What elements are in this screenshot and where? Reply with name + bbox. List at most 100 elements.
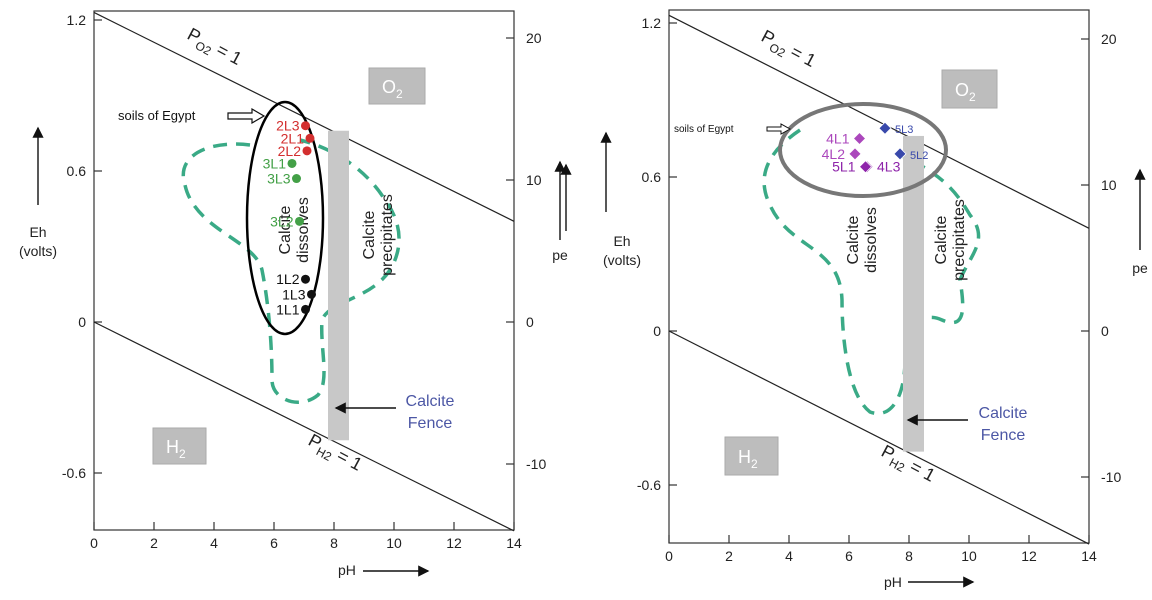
x-tick-label: 0 (90, 535, 98, 551)
y-axis-left: -0.6 0 0.6 1.2 (637, 15, 677, 493)
sample-points: 4L1 5L3 4L2 5L2 4L3 5L1 (822, 121, 928, 175)
point-3L3 (292, 174, 301, 184)
point-label-4L3: 4L3 (877, 159, 901, 175)
h2-region-label: H2 (166, 437, 186, 461)
point-4L1 (852, 131, 867, 146)
point-5L1 (858, 160, 873, 174)
point-3L1 (287, 158, 297, 168)
point-label-3L1: 3L1 (263, 155, 287, 171)
o2-region-label: O2 (382, 77, 403, 101)
x-tick-label: 2 (725, 548, 733, 564)
o2-region-box (941, 69, 998, 109)
y-tick-label: 0.6 (642, 169, 662, 185)
point-label-2L1: 2L1 (281, 130, 305, 146)
po2-line-label: PO2 = 1 (182, 24, 245, 73)
y-axis-right: -10 0 10 20 (1081, 31, 1121, 485)
point-label-1L1: 1L1 (276, 301, 300, 317)
calcite-boundary-dashed (181, 138, 401, 404)
soils-pointer-arrow (227, 107, 266, 125)
point-4L2 (848, 147, 862, 161)
calcite-dissolves-label: Calcitedissolves (277, 197, 312, 263)
x-tick-label: 2 (150, 535, 158, 551)
pe-tick-label: 10 (1101, 177, 1117, 193)
point-1L1 (301, 304, 310, 314)
point-label-1L2: 1L2 (276, 271, 300, 287)
y-tick-label: 1.2 (67, 12, 87, 28)
calcite-precipitates-label: Calciteprecipitates (933, 199, 968, 281)
x-tick-label: 12 (1021, 548, 1037, 564)
pe-tick-label: 20 (1101, 31, 1117, 47)
calcite-fence-band (328, 130, 349, 441)
y-axis-right: -10 0 10 20 (506, 30, 546, 472)
h2-region-box (724, 436, 779, 476)
pe-tick-label: -10 (1101, 469, 1121, 485)
pe-axis-title: pe (552, 247, 568, 263)
point-2L1 (305, 133, 315, 143)
point-2L2 (302, 146, 312, 156)
ph-axis-title: pH (884, 574, 902, 590)
point-1L2 (301, 274, 310, 284)
point-5L2 (893, 147, 907, 161)
x-tick-label: 12 (446, 535, 462, 551)
x-tick-label: 6 (845, 548, 853, 564)
point-2L3 (301, 121, 310, 131)
y-tick-label: 1.2 (642, 15, 662, 31)
x-tick-label: 14 (506, 535, 522, 551)
calcite-dissolves-label: Calcitedissolves (845, 207, 880, 273)
ph-axis-title: pH (338, 562, 356, 578)
x-axis: 0 2 4 6 8 10 12 14 (665, 535, 1097, 564)
h2-region-label: H2 (738, 447, 758, 471)
calcite-fence-label: Calcite Fence (406, 393, 455, 432)
point-label-2L2: 2L2 (278, 143, 302, 159)
po2-line-label: PO2 = 1 (756, 26, 819, 75)
point-label-5L2: 5L2 (910, 150, 928, 162)
soils-ellipse (245, 100, 325, 336)
point-label-3L3: 3L3 (267, 171, 291, 187)
plot-frame (668, 9, 1090, 544)
point-label-3L2: 3L2 (270, 213, 294, 229)
plot-frame (93, 10, 515, 531)
pe-axis-title: pe (1132, 260, 1148, 276)
pe-tick-label: 0 (1101, 323, 1109, 339)
pe-tick-label: 0 (526, 314, 534, 330)
soils-ellipse (778, 102, 948, 198)
soils-of-egypt-label: soils of Egypt (674, 124, 734, 135)
pe-tick-label: 10 (526, 172, 542, 188)
o2-region-label: O2 (955, 80, 976, 104)
x-axis: 0 2 4 6 8 10 12 14 (90, 522, 522, 551)
point-label-2L3: 2L3 (276, 118, 300, 134)
y-tick-label: -0.6 (62, 465, 86, 481)
y-tick-label: -0.6 (637, 477, 661, 493)
y-tick-label: 0 (653, 323, 661, 339)
x-tick-label: 10 (386, 535, 402, 551)
y-axis-left: -0.6 0 0.6 1.2 (62, 12, 102, 481)
chart-left: 0 2 4 6 8 10 12 14 -0.6 0 0.6 1.2 -10 0 10 20 O2 H2 P… (19, 10, 568, 578)
x-tick-label: 8 (905, 548, 913, 564)
point-label-4L1: 4L1 (826, 131, 850, 147)
h2-boundary-line (668, 330, 1090, 545)
x-tick-label: 10 (961, 548, 977, 564)
x-tick-label: 0 (665, 548, 673, 564)
calcite-boundary-dashed (762, 128, 981, 416)
point-3L2 (295, 216, 304, 226)
calcite-fence-label: Calcite Fence (979, 405, 1028, 444)
eh-axis-title: Eh (volts) (603, 233, 641, 268)
calcite-precipitates-label: Calciteprecipitates (361, 194, 396, 276)
point-label-1L3: 1L3 (282, 286, 306, 302)
soils-of-egypt-label: soils of Egypt (118, 108, 196, 123)
y-tick-label: 0 (78, 314, 86, 330)
x-tick-label: 8 (330, 535, 338, 551)
point-1L3 (307, 289, 316, 299)
o2-region-box (368, 67, 426, 105)
eh-axis-title: Eh (volts) (19, 224, 57, 259)
x-tick-label: 14 (1081, 548, 1097, 564)
x-tick-label: 4 (785, 548, 793, 564)
y-tick-label: 0.6 (67, 163, 87, 179)
x-tick-label: 4 (210, 535, 218, 551)
point-5L3 (878, 121, 892, 135)
h2-region-box (152, 427, 207, 465)
pe-tick-label: -10 (526, 456, 546, 472)
